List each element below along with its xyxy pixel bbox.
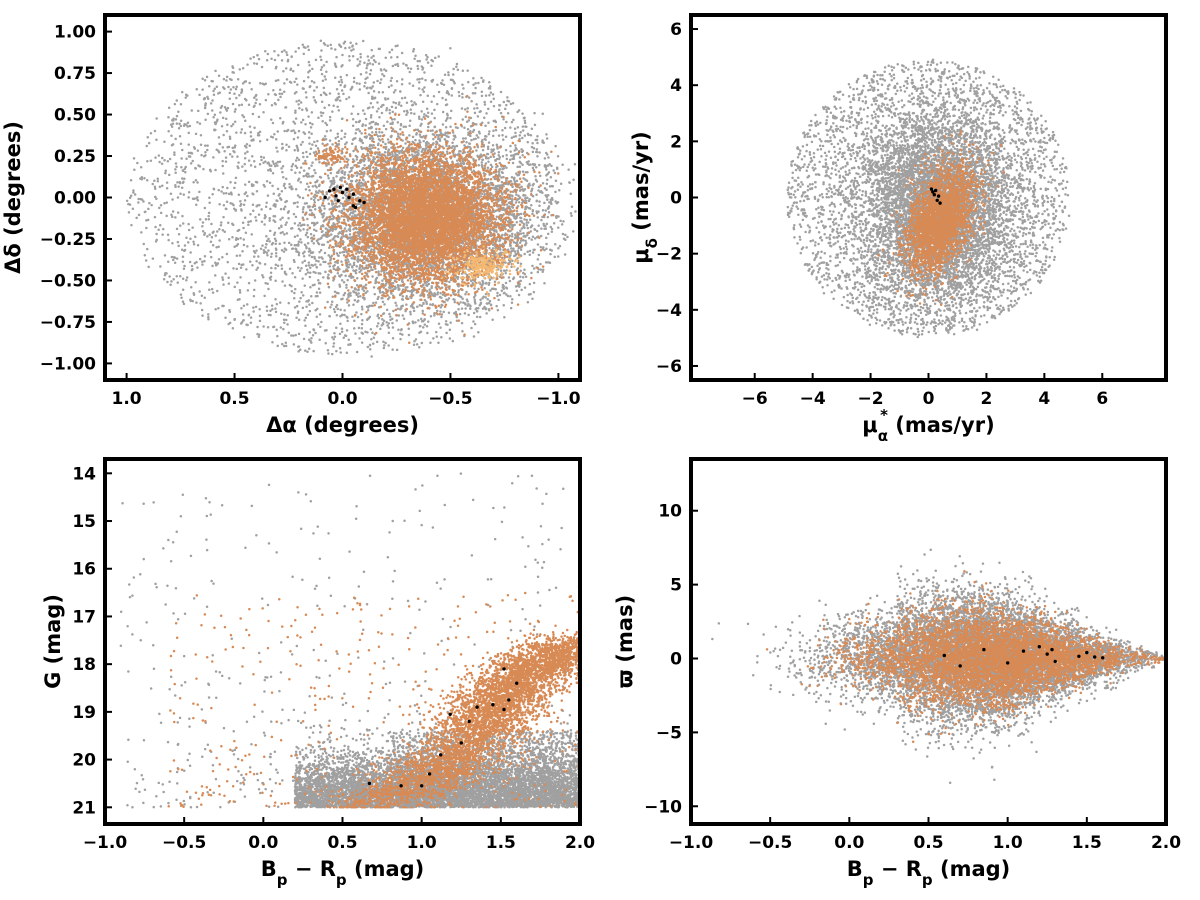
y-tick-label: 0.50: [54, 106, 96, 126]
x-tick-label: 1.5: [1072, 833, 1102, 853]
y-tick-label: 16: [72, 560, 96, 580]
y-tick-label: −0.50: [40, 271, 96, 291]
y-tick-label: 0: [670, 189, 682, 209]
y-tick-label: 0.00: [54, 189, 96, 209]
y-tick-label: −0.25: [40, 230, 96, 250]
y-tick-label: 5: [670, 576, 682, 596]
x-tick-label: −0.5: [162, 833, 206, 853]
x-tick-label: −6: [742, 389, 768, 409]
series-field-points: [120, 472, 582, 808]
y-tick-label: 6: [670, 20, 682, 40]
y-axis-label: Δδ (degrees): [1, 121, 25, 274]
x-tick-label: −4: [800, 389, 826, 409]
y-tick-label: 17: [72, 607, 96, 627]
x-tick-label: −0.5: [428, 389, 472, 409]
x-tick-label: 0.0: [248, 833, 278, 853]
x-tick-label: 2.0: [1151, 833, 1181, 853]
x-tick-label: 1.0: [407, 833, 437, 853]
x-tick-label: −1.0: [536, 389, 581, 409]
x-tick-label: 2: [981, 389, 993, 409]
y-tick-label: 0: [670, 649, 682, 669]
y-tick-label: 10: [658, 502, 682, 522]
y-axis-label: μδ (mas/yr): [629, 131, 661, 264]
panel-cmd: −1.0 −0.5 0.0 0.5 1.0 1.5 2.0 14 15 16 17 18 19 20 21 B…: [41, 459, 595, 889]
series-field-points: [787, 59, 1071, 339]
y-tick-label: 20: [72, 751, 96, 771]
y-tick-label: −0.75: [40, 313, 96, 333]
x-tick-label: 1.0: [112, 389, 142, 409]
y-axis-label: G (mag): [41, 594, 65, 689]
x-tick-label: 4: [1038, 389, 1050, 409]
x-tick-label: 0.5: [219, 389, 249, 409]
x-axis-label: Bp − Rp (mag): [261, 857, 425, 889]
x-tick-label: 2.0: [565, 833, 595, 853]
y-tick-label: 0.75: [54, 64, 96, 84]
y-tick-label: 19: [72, 703, 96, 723]
y-axis-label: ϖ (mas): [613, 595, 637, 688]
y-tick-label: 0.25: [54, 147, 96, 167]
x-tick-label: 6: [1096, 389, 1108, 409]
y-tick-label: 21: [72, 798, 96, 818]
y-tick-label: −1.00: [40, 354, 96, 374]
y-tick-label: 15: [72, 512, 96, 532]
x-tick-label: 0.0: [327, 389, 357, 409]
y-tick-label: −10: [644, 797, 682, 817]
panel-sky: 1.0 0.5 0.0 −0.5 −1.0 −1.00 −0.75 −0.50 −0.25 0.0…: [1, 15, 581, 437]
x-tick-label: 1.5: [486, 833, 516, 853]
y-tick-label: 18: [72, 655, 96, 675]
x-axis-label: μα*​ (mas/yr): [862, 406, 994, 445]
y-tick-label: −6: [656, 357, 682, 377]
y-tick-label: 1.00: [54, 23, 96, 43]
y-tick-label: −4: [656, 301, 682, 321]
x-tick-label: −1.0: [669, 833, 714, 853]
y-tick-label: 2: [670, 132, 682, 152]
x-tick-label: 0.0: [834, 833, 864, 853]
x-axis-label: Bp − Rp (mag): [847, 857, 1011, 889]
x-tick-label: −1.0: [83, 833, 128, 853]
x-tick-label: 0.5: [913, 833, 943, 853]
y-tick-label: −5: [656, 723, 682, 743]
x-tick-label: −0.5: [748, 833, 792, 853]
y-tick-label: 14: [72, 464, 96, 484]
x-tick-label: 0: [923, 389, 935, 409]
x-tick-label: 1.0: [993, 833, 1023, 853]
panel-parallax: −1.0 −0.5 0.0 0.5 1.0 1.5 2.0 −10 −5 0 5 10 Bp − Rp …: [613, 459, 1181, 889]
x-tick-label: 0.5: [327, 833, 357, 853]
y-tick-label: 4: [670, 76, 682, 96]
x-axis-label: Δα (degrees): [266, 413, 419, 437]
